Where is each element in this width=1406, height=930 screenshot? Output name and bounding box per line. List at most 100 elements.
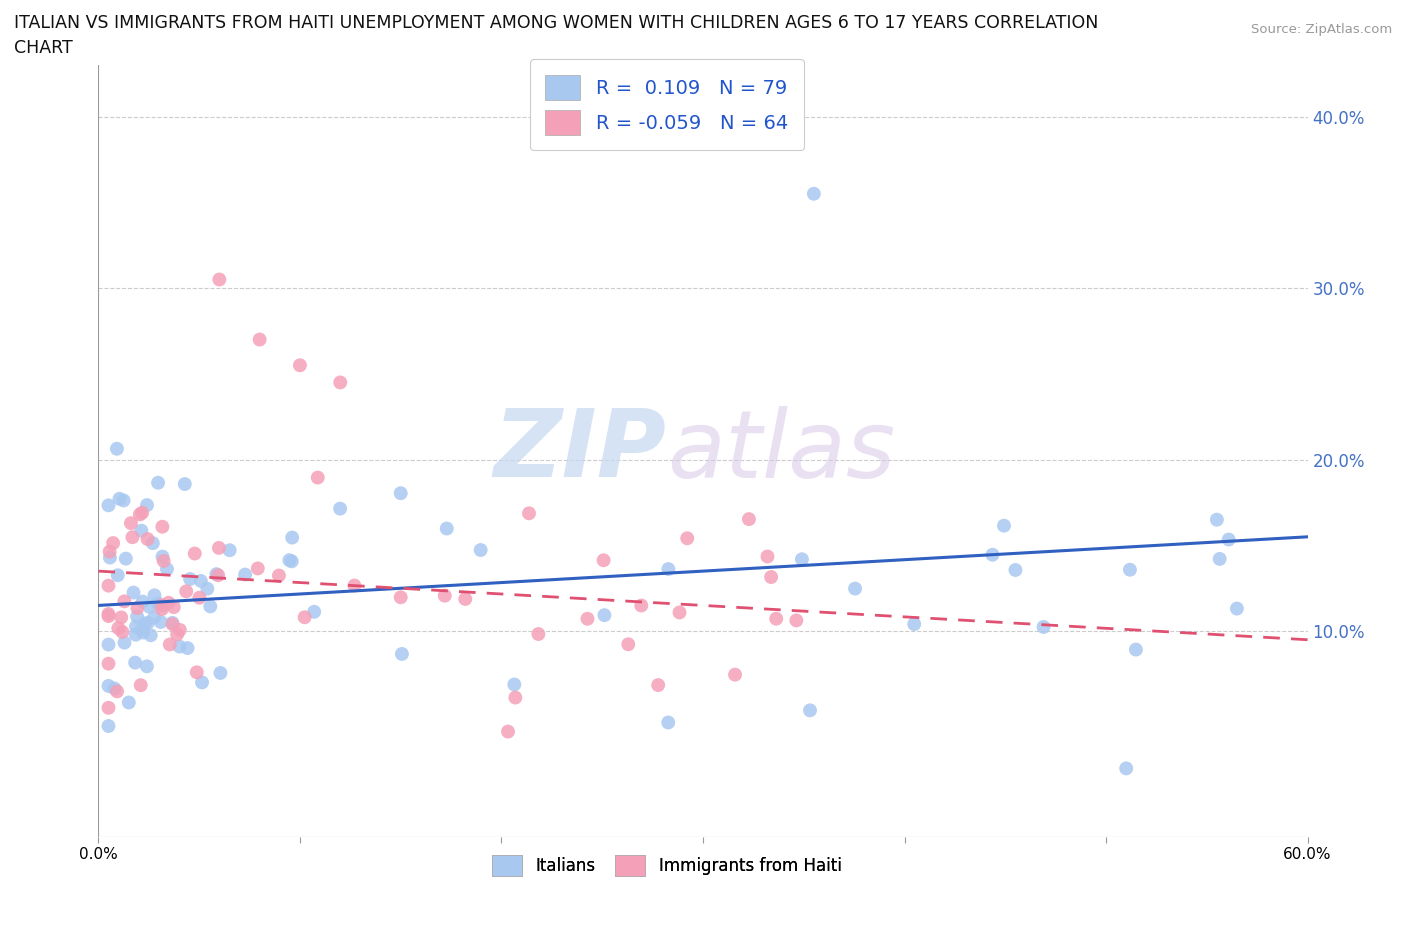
Point xyxy=(1115,761,1137,776)
Point xyxy=(207,568,229,583)
Point xyxy=(188,591,211,605)
Point xyxy=(97,578,120,593)
Point xyxy=(329,375,352,390)
Point xyxy=(169,622,191,637)
Point xyxy=(138,599,160,614)
Point xyxy=(195,581,218,596)
Point xyxy=(1032,619,1054,634)
Point xyxy=(125,609,148,624)
Point xyxy=(647,678,669,693)
Point xyxy=(790,551,813,566)
Point xyxy=(103,681,125,696)
Point xyxy=(111,625,134,640)
Point xyxy=(136,532,159,547)
Point xyxy=(124,655,146,670)
Point xyxy=(112,493,135,508)
Point xyxy=(157,595,180,610)
Point xyxy=(97,679,120,694)
Point xyxy=(159,637,181,652)
Point xyxy=(169,639,191,654)
Point xyxy=(903,617,925,631)
Point xyxy=(105,684,128,698)
Point xyxy=(1004,563,1026,578)
Point xyxy=(389,485,412,500)
Point xyxy=(527,627,550,642)
Point xyxy=(146,475,169,490)
Point xyxy=(97,700,120,715)
Text: atlas: atlas xyxy=(666,405,896,497)
Point xyxy=(162,616,184,631)
Point xyxy=(307,471,329,485)
Point xyxy=(150,598,173,613)
Point xyxy=(592,552,614,567)
Point xyxy=(191,675,214,690)
Point xyxy=(97,657,120,671)
Point xyxy=(343,578,366,593)
Point xyxy=(1119,563,1142,578)
Point xyxy=(785,613,807,628)
Point xyxy=(107,620,129,635)
Point xyxy=(205,566,228,581)
Point xyxy=(1226,601,1249,616)
Point xyxy=(281,554,304,569)
Point xyxy=(105,442,128,457)
Point xyxy=(668,605,690,620)
Point xyxy=(173,476,195,491)
Point xyxy=(496,724,519,739)
Point xyxy=(146,596,169,611)
Point xyxy=(190,574,212,589)
Point xyxy=(593,607,616,622)
Text: ZIP: ZIP xyxy=(494,405,666,497)
Point xyxy=(517,506,540,521)
Point xyxy=(288,358,311,373)
Point xyxy=(114,551,136,566)
Point xyxy=(150,519,173,534)
Point xyxy=(97,498,120,512)
Point xyxy=(98,551,121,565)
Point xyxy=(186,665,208,680)
Point xyxy=(281,530,304,545)
Point xyxy=(657,715,679,730)
Point xyxy=(122,585,145,600)
Point xyxy=(724,667,747,682)
Point xyxy=(121,530,143,545)
Point xyxy=(150,602,173,617)
Point xyxy=(765,611,787,626)
Point xyxy=(129,507,152,522)
Point xyxy=(114,635,136,650)
Point xyxy=(97,606,120,621)
Point xyxy=(118,695,141,710)
Point xyxy=(233,567,256,582)
Point xyxy=(135,658,157,673)
Point xyxy=(184,546,207,561)
Point xyxy=(218,543,240,558)
Point xyxy=(110,610,132,625)
Point xyxy=(134,617,156,631)
Point xyxy=(436,521,458,536)
Point xyxy=(208,272,231,287)
Point xyxy=(163,600,186,615)
Point xyxy=(981,547,1004,562)
Point xyxy=(759,569,782,584)
Point xyxy=(97,608,120,623)
Point xyxy=(131,524,153,538)
Point xyxy=(176,641,198,656)
Point xyxy=(200,599,222,614)
Point xyxy=(152,549,174,564)
Point xyxy=(97,637,120,652)
Point xyxy=(329,501,352,516)
Point xyxy=(454,591,477,606)
Point xyxy=(576,611,599,626)
Point xyxy=(156,562,179,577)
Point xyxy=(630,598,652,613)
Point xyxy=(136,498,159,512)
Point xyxy=(391,646,413,661)
Point xyxy=(302,604,325,619)
Point xyxy=(139,628,162,643)
Point xyxy=(107,568,129,583)
Point xyxy=(152,553,174,568)
Point xyxy=(246,561,269,576)
Point xyxy=(1206,512,1229,527)
Point xyxy=(132,625,155,640)
Point xyxy=(803,186,825,201)
